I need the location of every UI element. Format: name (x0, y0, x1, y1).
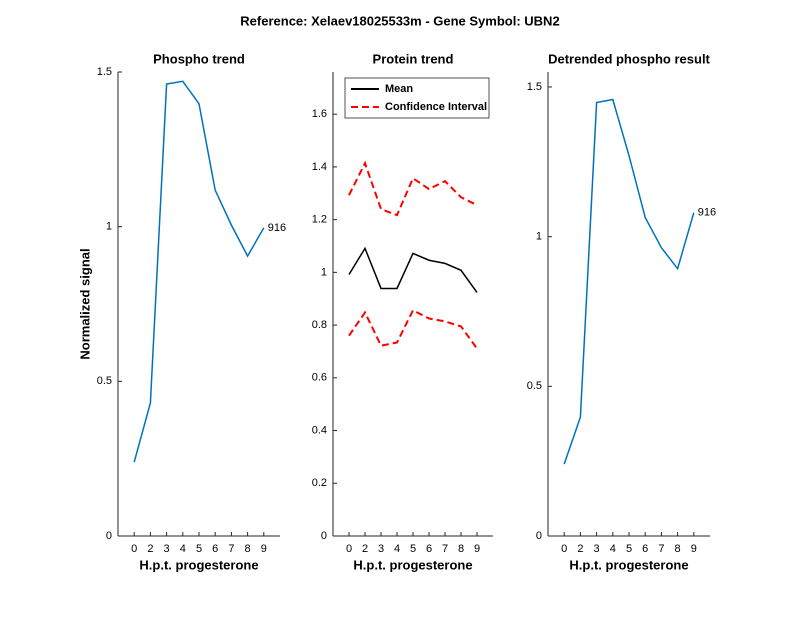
x-tick-label: 5 (410, 543, 416, 555)
legend-box (344, 77, 490, 119)
y-tick-label: 1.5 (527, 81, 542, 93)
x-tick-label: 3 (378, 543, 384, 555)
y-tick-label: 1 (321, 266, 327, 278)
x-tick-label: 3 (164, 543, 170, 555)
y-axis-label: Normalized signal (77, 248, 92, 359)
x-tick-label: 0 (346, 543, 352, 555)
annotation: 916 (698, 207, 716, 219)
x-axis-label: H.p.t. progesterone (569, 557, 688, 572)
y-tick-label: 1 (536, 231, 542, 243)
x-tick-label: 4 (180, 543, 186, 555)
legend-label: Confidence Interval (385, 101, 487, 113)
y-tick-label: 0.2 (312, 477, 327, 489)
x-tick-label: 8 (458, 543, 464, 555)
x-axis-label: H.p.t. progesterone (353, 557, 472, 572)
y-tick-label: 0.5 (97, 375, 112, 387)
chart-title: Protein trend (373, 51, 454, 66)
legend-label: Mean (385, 83, 413, 95)
x-tick-label: 9 (261, 543, 267, 555)
x-tick-label: 9 (691, 543, 697, 555)
x-tick-label: 4 (394, 543, 400, 555)
x-tick-label: 7 (658, 543, 664, 555)
x-tick-label: 6 (212, 543, 218, 555)
x-tick-label: 0 (561, 543, 567, 555)
x-tick-label: 8 (675, 543, 681, 555)
annotation: 916 (268, 222, 286, 234)
y-tick-label: 1.2 (312, 214, 327, 226)
x-tick-label: 4 (610, 543, 616, 555)
y-tick-label: 0 (321, 530, 327, 542)
y-tick-label: 0.5 (527, 380, 542, 392)
x-tick-label: 5 (196, 543, 202, 555)
x-tick-label: 7 (442, 543, 448, 555)
x-tick-label: 2 (147, 543, 153, 555)
x-tick-label: 7 (228, 543, 234, 555)
x-tick-label: 6 (642, 543, 648, 555)
line-series (348, 246, 478, 293)
chart-title: Phospho trend (153, 51, 245, 66)
y-tick-label: 1.6 (312, 108, 327, 120)
x-tick-label: 2 (362, 543, 368, 555)
x-tick-label: 5 (626, 543, 632, 555)
y-tick-label: 1 (106, 221, 112, 233)
x-tick-label: 0 (131, 543, 137, 555)
y-tick-label: 0 (536, 530, 542, 542)
x-axis-label: H.p.t. progesterone (139, 557, 258, 572)
y-tick-label: 1.5 (97, 66, 112, 78)
x-tick-label: 3 (594, 543, 600, 555)
y-tick-label: 0.8 (312, 319, 327, 331)
y-tick-label: 0 (106, 530, 112, 542)
y-tick-label: 1.4 (312, 161, 327, 173)
line-series (348, 160, 478, 217)
x-tick-label: 8 (245, 543, 251, 555)
x-tick-label: 2 (577, 543, 583, 555)
line-series (133, 80, 265, 463)
figure-title: Reference: Xelaev18025533m - Gene Symbol… (240, 13, 559, 28)
y-tick-label: 0.4 (312, 424, 327, 436)
line-series (563, 98, 695, 465)
x-tick-label: 9 (474, 543, 480, 555)
y-tick-label: 0.6 (312, 372, 327, 384)
chart-title: Detrended phospho result (548, 51, 710, 66)
x-tick-label: 6 (426, 543, 432, 555)
